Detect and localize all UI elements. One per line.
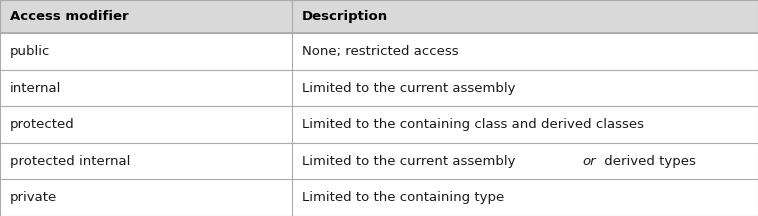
Text: protected internal: protected internal: [10, 155, 130, 168]
Bar: [292, 143, 758, 179]
Text: Limited to the containing type: Limited to the containing type: [302, 191, 504, 204]
Text: or: or: [583, 155, 597, 168]
Text: private: private: [10, 191, 57, 204]
Text: None; restricted access: None; restricted access: [302, 45, 459, 58]
Text: public: public: [10, 45, 50, 58]
Text: internal: internal: [10, 82, 61, 95]
Text: protected: protected: [10, 118, 74, 131]
Bar: [292, 106, 758, 143]
Text: Description: Description: [302, 10, 388, 23]
Bar: [292, 33, 758, 70]
Bar: [0, 0, 758, 33]
Bar: [292, 70, 758, 106]
Bar: [292, 179, 758, 216]
Bar: [0, 70, 292, 106]
Text: Limited to the current assembly: Limited to the current assembly: [302, 82, 515, 95]
Bar: [0, 179, 292, 216]
Text: Access modifier: Access modifier: [10, 10, 128, 23]
Bar: [0, 33, 292, 70]
Text: Limited to the containing class and derived classes: Limited to the containing class and deri…: [302, 118, 644, 131]
Bar: [0, 106, 292, 143]
Text: Limited to the current assembly: Limited to the current assembly: [302, 155, 519, 168]
Text: derived types: derived types: [600, 155, 696, 168]
Bar: [0, 143, 292, 179]
